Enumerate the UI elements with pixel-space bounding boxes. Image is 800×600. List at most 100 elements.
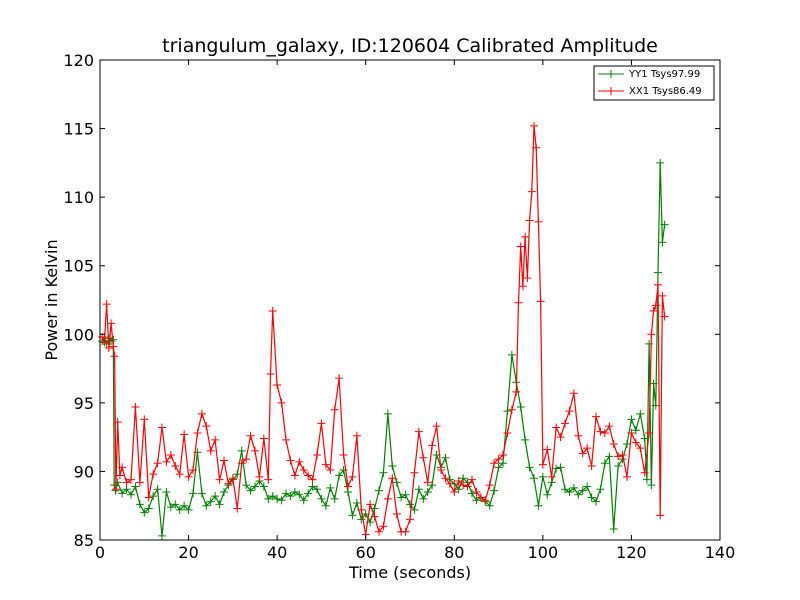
data-point [507,350,516,359]
data-point [521,435,530,444]
data-point [102,300,111,309]
data-point [627,429,636,438]
y-tick-label: 100 [63,325,94,344]
data-point [592,412,600,421]
data-point [193,429,202,438]
data-point [552,423,561,432]
data-point [233,504,242,513]
data-point [503,429,512,438]
data-point [645,339,654,348]
data-point [171,461,180,470]
data-point [660,312,669,321]
data-point [184,505,193,514]
data-point [468,489,476,498]
data-point [366,500,375,509]
data-point [592,497,600,506]
data-point [596,427,605,436]
data-point [166,503,175,512]
x-tick-label: 0 [95,543,105,562]
data-point [561,419,569,428]
data-point [574,490,583,499]
series-1 [98,121,669,539]
data-point [649,379,658,388]
data-point [357,515,366,524]
data-point [295,490,304,499]
data-point [516,402,525,411]
data-point [538,460,547,469]
data-point [654,280,662,289]
y-tick-label: 90 [74,462,94,481]
data-point [523,274,532,283]
data-point [518,282,527,291]
data-point [596,485,605,494]
data-point [211,492,220,501]
data-point [600,429,609,438]
data-point [406,515,414,524]
data-point [516,242,525,251]
data-point [547,472,556,481]
data-point [512,387,521,396]
data-point [494,463,503,472]
data-point [175,470,184,479]
legend-box [593,65,715,101]
data-point [348,511,357,520]
data-point [406,500,414,509]
data-point [242,455,251,464]
data-point [308,475,317,484]
data-point [321,460,330,469]
data-point [432,422,441,431]
y-tick-label: 115 [63,120,94,139]
data-point [277,398,286,407]
data-point [166,450,175,459]
data-point [282,435,290,444]
data-point [140,508,149,517]
data-point [445,479,454,488]
x-tick-label: 60 [356,543,376,562]
data-point [290,471,299,480]
x-tick-label: 120 [616,543,647,562]
data-point [658,238,667,247]
data-point [110,352,119,361]
data-point [197,489,206,498]
data-point [118,463,127,472]
legend-marker [607,87,615,95]
data-point [414,485,423,494]
data-point [507,405,516,414]
data-point [623,440,631,448]
data-point [202,501,211,510]
data-point [647,481,656,490]
x-tick-label: 80 [444,543,464,562]
data-point [631,426,640,435]
data-point [131,402,140,411]
data-point [122,485,131,494]
data-point [206,446,215,455]
data-point [113,478,122,487]
data-point [450,488,459,496]
data-point [514,298,523,307]
data-point [370,512,379,521]
data-point [532,143,541,152]
data-point [428,441,437,450]
data-point [317,494,326,503]
data-point [459,481,468,490]
data-point [623,472,631,481]
data-point [321,501,330,510]
data-point [423,478,432,487]
data-point [115,471,124,480]
data-point [335,471,344,480]
data-point [268,306,277,315]
data-point [503,407,512,416]
data-point [375,527,383,536]
data-point [144,493,153,502]
data-point [135,500,144,509]
data-point [423,488,432,496]
data-point [499,459,507,468]
data-point [419,453,428,462]
data-point [242,481,251,490]
data-point [352,431,361,440]
data-point [335,374,344,383]
y-tick-label: 95 [74,394,94,413]
data-point [273,494,282,503]
data-point [266,370,275,379]
